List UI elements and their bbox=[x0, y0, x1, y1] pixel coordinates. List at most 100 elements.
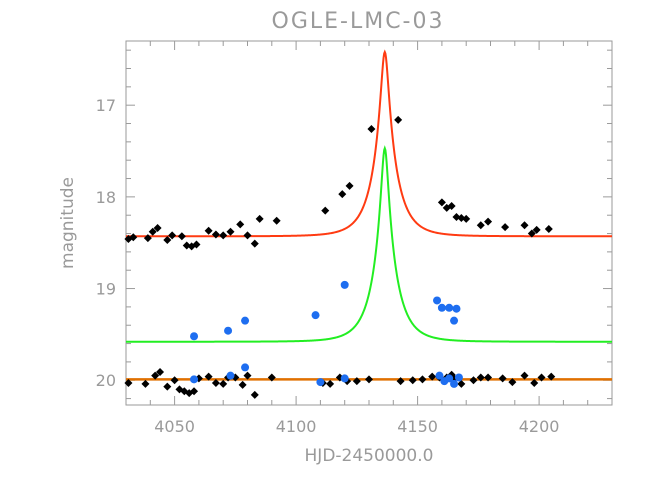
blue-data-point bbox=[454, 373, 463, 382]
blue-data-point bbox=[340, 280, 349, 289]
black-data-point bbox=[532, 225, 541, 234]
black-data-point bbox=[124, 378, 133, 387]
black-data-point bbox=[498, 374, 507, 383]
x-tick-label: 4100 bbox=[276, 417, 317, 436]
y-tick-label: 18 bbox=[96, 188, 116, 207]
black-data-point bbox=[544, 224, 553, 233]
black-data-point bbox=[457, 379, 466, 388]
black-data-point bbox=[170, 376, 179, 385]
plot-frame bbox=[125, 40, 613, 406]
blue-data-point bbox=[452, 304, 461, 313]
blue-data-point bbox=[311, 311, 320, 320]
black-data-point bbox=[211, 230, 220, 239]
y-tick-label: 19 bbox=[96, 280, 116, 299]
black-data-point bbox=[151, 371, 160, 380]
black-data-point bbox=[484, 373, 493, 382]
black-data-point bbox=[520, 371, 529, 380]
x-tick-label: 4150 bbox=[397, 417, 438, 436]
chart-title: OGLE-LMC-03 bbox=[272, 9, 445, 34]
blue-data-point bbox=[190, 332, 199, 341]
black-data-point bbox=[326, 379, 335, 388]
black-data-point bbox=[226, 227, 235, 236]
blue-data-point bbox=[241, 363, 250, 372]
black-data-point bbox=[250, 390, 259, 399]
black-data-point bbox=[394, 115, 403, 124]
black-data-point bbox=[408, 376, 417, 385]
black-data-point bbox=[527, 229, 536, 238]
black-data-point bbox=[163, 382, 172, 391]
black-data-point bbox=[177, 232, 186, 241]
blue-data-point bbox=[226, 371, 235, 380]
black-data-point bbox=[476, 373, 485, 382]
y-tick-label: 17 bbox=[96, 96, 116, 115]
blue-data-point bbox=[435, 371, 444, 380]
blue-data-point bbox=[340, 374, 349, 383]
green-model-curve bbox=[126, 145, 612, 343]
black-data-point bbox=[418, 375, 427, 384]
blue-data-point bbox=[445, 303, 454, 312]
data-points bbox=[124, 115, 556, 399]
black-data-point bbox=[345, 181, 354, 190]
black-data-point bbox=[143, 234, 152, 243]
black-data-point bbox=[537, 373, 546, 382]
black-data-point bbox=[219, 231, 228, 240]
black-data-point bbox=[484, 217, 493, 226]
black-data-point bbox=[255, 214, 264, 223]
blue-data-point bbox=[433, 296, 442, 305]
black-data-point bbox=[192, 240, 201, 249]
black-data-point bbox=[396, 377, 405, 386]
black-data-point bbox=[141, 379, 150, 388]
black-data-point bbox=[520, 221, 529, 230]
black-data-point bbox=[365, 375, 373, 384]
black-data-point bbox=[338, 190, 347, 199]
black-data-point bbox=[238, 380, 247, 389]
black-data-point bbox=[129, 233, 138, 242]
blue-data-point bbox=[450, 379, 459, 388]
black-data-point bbox=[272, 216, 281, 225]
black-data-point bbox=[352, 377, 361, 386]
black-data-point bbox=[530, 378, 539, 387]
y-axis-label: magnitude bbox=[58, 177, 78, 269]
blue-data-point bbox=[190, 375, 199, 384]
black-data-point bbox=[190, 387, 199, 396]
black-data-point bbox=[153, 224, 162, 233]
red-model-curve bbox=[126, 49, 612, 238]
x-axis-label: HJD-2450000.0 bbox=[305, 446, 434, 466]
black-data-point bbox=[163, 235, 172, 244]
x-tick-label: 4050 bbox=[154, 417, 195, 436]
black-data-point bbox=[236, 220, 245, 229]
blue-data-point bbox=[445, 374, 454, 383]
black-data-point bbox=[204, 226, 213, 235]
black-data-point bbox=[321, 206, 330, 215]
model-curves bbox=[126, 49, 612, 381]
black-data-point bbox=[148, 227, 157, 236]
black-data-point bbox=[243, 231, 252, 240]
x-tick-label: 4200 bbox=[519, 417, 560, 436]
black-data-point bbox=[267, 373, 276, 382]
black-data-point bbox=[447, 202, 456, 211]
axis-ticks: 4050 4100 4150 4200 17 18 19 20 bbox=[96, 41, 613, 436]
black-data-point bbox=[219, 379, 228, 388]
black-data-point bbox=[476, 221, 485, 230]
blue-data-point bbox=[316, 378, 325, 387]
black-data-point bbox=[211, 378, 220, 387]
black-data-point bbox=[428, 372, 437, 381]
black-data-point bbox=[501, 223, 510, 232]
black-data-point bbox=[367, 125, 376, 134]
black-data-point bbox=[204, 372, 213, 381]
blue-data-point bbox=[224, 326, 233, 335]
black-data-point bbox=[437, 198, 446, 207]
black-data-point bbox=[508, 378, 517, 387]
black-data-point bbox=[243, 371, 252, 380]
black-data-point bbox=[547, 372, 556, 381]
black-data-point bbox=[156, 367, 165, 376]
y-tick-label: 20 bbox=[96, 371, 116, 390]
blue-data-point bbox=[437, 303, 446, 312]
blue-data-point bbox=[241, 316, 250, 325]
blue-data-point bbox=[450, 316, 459, 325]
black-data-point bbox=[168, 231, 177, 240]
black-data-point bbox=[462, 214, 471, 223]
black-data-point bbox=[250, 239, 259, 248]
black-data-point bbox=[469, 376, 478, 385]
